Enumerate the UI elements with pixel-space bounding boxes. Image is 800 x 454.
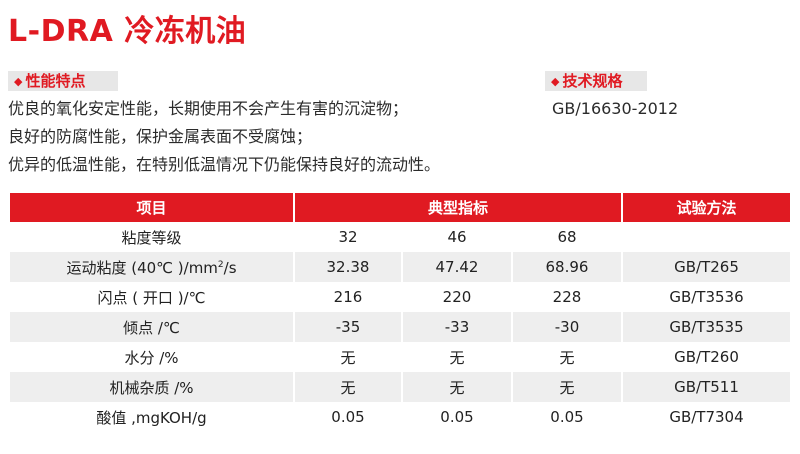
row-method: GB/T511: [622, 372, 790, 402]
row-method: [622, 222, 790, 252]
table-row: 酸值 ,mgKOH/g 0.05 0.05 0.05 GB/T7304: [10, 402, 790, 432]
feature-item: 良好的防腐性能，保护金属表面不受腐蚀；: [8, 127, 313, 146]
properties-table: 项目 典型指标 试验方法 粘度等级 32 46 68 运动粘度 (40℃ )/m…: [10, 193, 790, 432]
row-item-unit: /s: [223, 258, 237, 277]
header-typical-values: 典型指标: [294, 193, 623, 222]
row-item-text: 运动粘度 (40℃ )/mm: [66, 258, 218, 277]
page-title: L-DRA 冷冻机油: [8, 14, 247, 49]
row-value: 0.05: [402, 402, 513, 432]
row-item: 闪点 ( 开口 )/℃: [10, 282, 295, 312]
row-value: 0.05: [512, 402, 623, 432]
row-item-superscript: 2: [217, 259, 224, 270]
row-value: 216: [294, 282, 403, 312]
row-value: 无: [402, 372, 513, 402]
row-method: GB/T3535: [622, 312, 790, 342]
table-row: 倾点 /℃ -35 -33 -30 GB/T3535: [10, 312, 790, 342]
table-row: 水分 /% 无 无 无 GB/T260: [10, 342, 790, 372]
row-method: GB/T260: [622, 342, 790, 372]
table-row: 机械杂质 /% 无 无 无 GB/T511: [10, 372, 790, 402]
features-label-text: 性能特点: [25, 72, 86, 90]
spec-label-text: 技术规格: [562, 72, 623, 90]
row-item: 机械杂质 /%: [10, 372, 295, 402]
row-value: 32.38: [294, 252, 403, 282]
row-method: GB/T7304: [622, 402, 790, 432]
diamond-bullet-icon: ◆: [551, 75, 560, 88]
table-header-row: 项目 典型指标 试验方法: [10, 193, 790, 222]
diamond-bullet-icon: ◆: [14, 75, 23, 88]
row-value: 68.96: [512, 252, 623, 282]
row-value: 无: [294, 342, 403, 372]
table-row: 粘度等级 32 46 68: [10, 222, 790, 252]
row-value: -35: [294, 312, 403, 342]
row-method: GB/T265: [622, 252, 790, 282]
row-item: 运动粘度 (40℃ )/mm2/s: [10, 252, 295, 282]
row-value: 0.05: [294, 402, 403, 432]
row-value: 220: [402, 282, 513, 312]
row-value: 228: [512, 282, 623, 312]
row-value: -30: [512, 312, 623, 342]
row-value: 46: [402, 222, 513, 252]
feature-item: 优良的氧化安定性能，长期使用不会产生有害的沉淀物；: [8, 99, 409, 118]
features-section-label: ◆ 性能特点: [8, 71, 118, 91]
row-value: 无: [512, 372, 623, 402]
spec-section-label: ◆ 技术规格: [545, 71, 647, 91]
table-row: 闪点 ( 开口 )/℃ 216 220 228 GB/T3536: [10, 282, 790, 312]
row-method: GB/T3536: [622, 282, 790, 312]
row-value: 无: [294, 372, 403, 402]
row-item: 倾点 /℃: [10, 312, 295, 342]
row-value: 无: [512, 342, 623, 372]
row-item: 水分 /%: [10, 342, 295, 372]
row-value: 47.42: [402, 252, 513, 282]
header-test-method: 试验方法: [622, 193, 790, 222]
spec-standard-value: GB/16630-2012: [552, 99, 679, 118]
feature-item: 优异的低温性能，在特别低温情况下仍能保持良好的流动性。: [8, 155, 441, 174]
row-item: 酸值 ,mgKOH/g: [10, 402, 295, 432]
row-value: -33: [402, 312, 513, 342]
header-item: 项目: [10, 193, 295, 222]
row-item: 粘度等级: [10, 222, 295, 252]
row-value: 无: [402, 342, 513, 372]
table-row: 运动粘度 (40℃ )/mm2/s 32.38 47.42 68.96 GB/T…: [10, 252, 790, 282]
row-value: 68: [512, 222, 623, 252]
row-value: 32: [294, 222, 403, 252]
